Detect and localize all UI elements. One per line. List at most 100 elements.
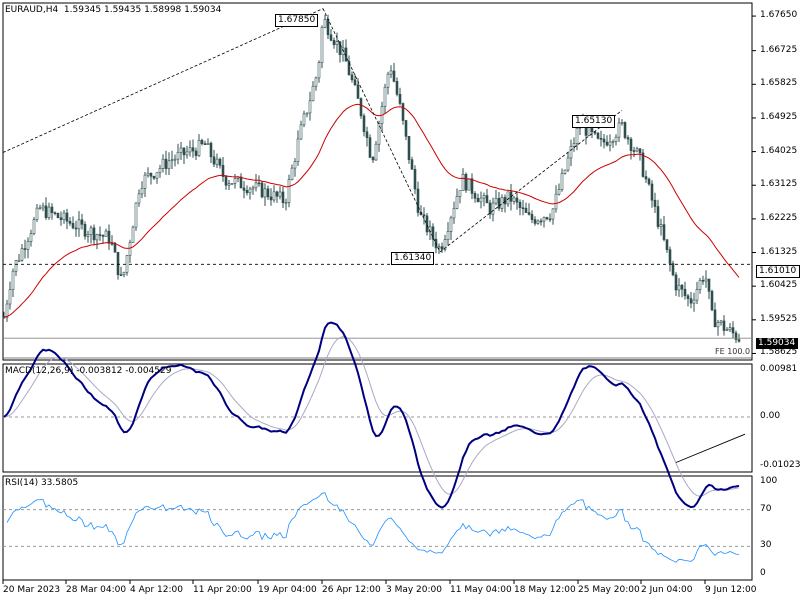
candle-body [218,158,222,166]
time-tick-label: 20 Mar 2023 [3,585,61,595]
candle-body [5,303,9,318]
candle-body [287,179,291,203]
macd-tick-label: -0.010235 [760,460,800,470]
candle-body [692,299,696,304]
candle-body [41,205,45,209]
candle-body [29,233,33,242]
candle-body [497,197,501,209]
candle-body [494,197,498,204]
price-tick-label: 1.65825 [760,78,798,89]
candle-body [164,158,168,169]
rsi-tick-label: 0 [760,568,766,578]
candle-body [719,320,723,323]
candle-body [146,172,150,176]
candle-body [353,79,357,86]
candle-body [59,217,63,221]
candle-body [260,182,264,198]
candle-body [725,329,729,332]
candle-body [716,322,720,328]
candle-body [203,143,207,145]
candle-body [710,291,714,311]
candle-body [671,263,675,276]
candle-body [623,122,627,138]
candle-body [455,196,459,209]
current-price-tag: 1.59034 [756,338,798,349]
candle-body [257,182,261,185]
candle-body [32,219,36,234]
candle-body [452,208,456,219]
candle-body [188,147,192,153]
candle-body [245,190,249,194]
candle-body [737,339,741,342]
candle-body [698,279,702,290]
candle-body [251,187,255,190]
candle-body [338,41,342,56]
candle-body [212,156,216,165]
time-tick-label: 25 May 20:00 [578,585,640,595]
rsi-header: RSI(14) 33.5805 [5,478,79,488]
candle-body [626,137,630,140]
candle-body [518,201,522,208]
candle-body [515,197,519,203]
price-tick-label: 1.66725 [760,44,798,55]
candle-body [26,241,30,250]
candle-body [89,227,93,235]
time-tick-label: 3 May 20:00 [386,585,442,595]
time-tick-label: 4 Apr 12:00 [130,585,183,595]
candle-body [194,150,198,156]
candle-body [341,47,345,56]
candle-body [539,220,543,223]
candle-body [215,158,219,165]
candle-body [65,212,69,222]
candle-body [437,246,441,249]
time-tick-label: 11 May 04:00 [450,585,512,595]
candle-body [446,231,450,241]
candle-body [230,183,234,185]
candle-body [137,193,141,204]
candle-body [173,158,177,161]
candle-body [545,217,549,220]
candle-body [302,113,306,126]
candle-body [674,274,678,291]
candle-body [323,18,327,28]
candle-body [227,183,231,186]
candle-body [464,173,468,191]
macd-header: MACD(12,26,9) -0.003812 -0.004529 [5,366,172,376]
candle-body [557,189,561,195]
candle-body [629,138,633,151]
candle-body [377,123,381,145]
candle-body [113,243,117,253]
candle-body [182,147,186,156]
candle-body [449,217,453,232]
price-tick-label: 1.60425 [760,280,798,291]
candle-body [176,151,180,160]
candle-body [689,298,693,304]
high-label-1: 1.67850 [275,14,319,27]
candle-body [461,173,465,191]
candle-body [14,260,18,272]
candle-body [485,195,489,204]
candle-body [71,223,75,229]
candle-body [20,248,24,261]
candle-body [110,243,114,245]
price-tick-label: 1.64925 [760,111,798,122]
candle-body [476,197,480,203]
candle-body [512,197,516,202]
candle-body [350,74,354,81]
candle-body [389,70,393,75]
candle-body [644,176,648,180]
time-tick-label: 9 Jun 12:00 [705,585,757,595]
candle-body [647,178,651,185]
candle-body [425,215,429,233]
candle-body [473,193,477,199]
candle-body [554,193,558,210]
candle-body [479,197,483,203]
candle-body [431,226,435,240]
candle-body [617,122,621,138]
candle-body [98,234,102,236]
candle-body [656,206,660,227]
candle-body [713,309,717,328]
candle-body [602,138,606,143]
